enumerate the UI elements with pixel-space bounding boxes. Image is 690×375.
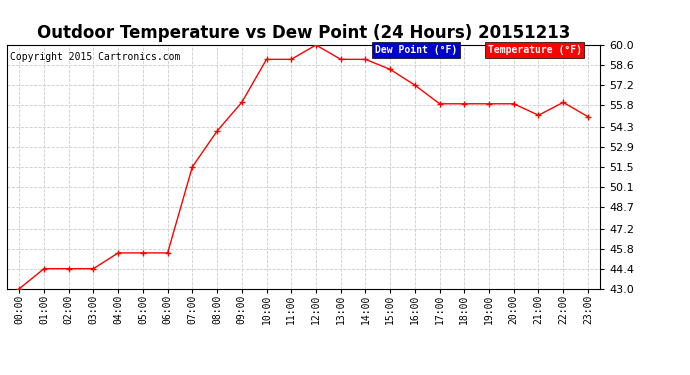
Title: Outdoor Temperature vs Dew Point (24 Hours) 20151213: Outdoor Temperature vs Dew Point (24 Hou… <box>37 24 571 42</box>
Text: Dew Point (°F): Dew Point (°F) <box>375 45 457 55</box>
Text: Temperature (°F): Temperature (°F) <box>488 45 582 55</box>
Text: Copyright 2015 Cartronics.com: Copyright 2015 Cartronics.com <box>10 53 180 62</box>
